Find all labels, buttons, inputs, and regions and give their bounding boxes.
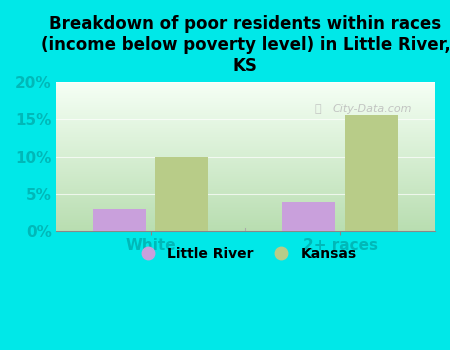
Text: City-Data.com: City-Data.com <box>333 104 412 114</box>
Title: Breakdown of poor residents within races
(income below poverty level) in Little : Breakdown of poor residents within races… <box>40 15 450 75</box>
Text: ⓘ: ⓘ <box>314 104 321 114</box>
Legend: Little River, Kansas: Little River, Kansas <box>128 241 363 266</box>
Bar <box>282 202 335 231</box>
Bar <box>93 209 146 231</box>
Bar <box>345 116 398 231</box>
Bar <box>155 156 208 231</box>
